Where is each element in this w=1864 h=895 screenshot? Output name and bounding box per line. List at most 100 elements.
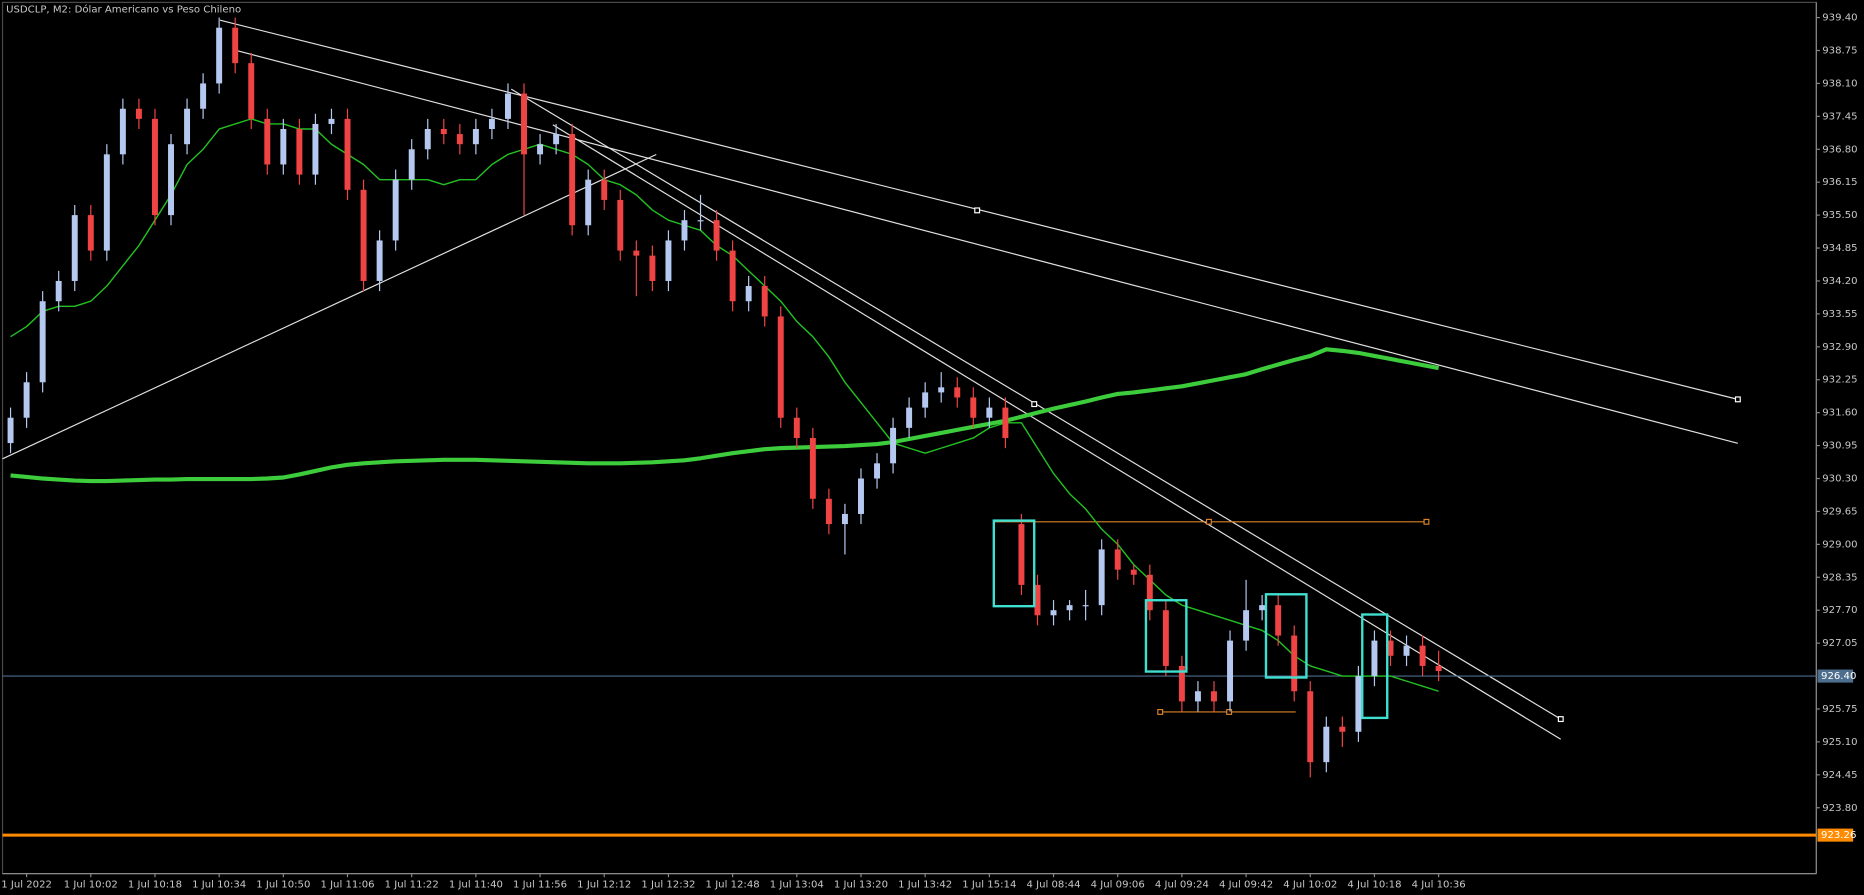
candle-body (1194, 691, 1201, 702)
candle-body (777, 316, 784, 418)
candle-body (521, 93, 527, 155)
candle-body (1339, 726, 1346, 732)
trendline (552, 124, 1562, 740)
y-tick-label: 930.95 (1822, 441, 1857, 452)
y-tick-label: 934.85 (1822, 243, 1857, 254)
y-tick-label: 927.70 (1822, 605, 1857, 616)
x-tick-label: 1 Jul 11:22 (385, 879, 439, 890)
candle-body (1403, 645, 1410, 656)
candle-body (1227, 640, 1234, 702)
candle-body (1435, 665, 1442, 671)
candle-body (1050, 610, 1057, 616)
candle-body (55, 280, 62, 302)
candle-body (1355, 676, 1362, 732)
candle-body (954, 387, 961, 398)
trendline (2, 153, 657, 460)
x-tick-label: 4 Jul 10:02 (1283, 879, 1337, 890)
candle-body (841, 513, 848, 525)
candle-body (1098, 549, 1105, 606)
candle-body (135, 108, 142, 119)
candle-body (745, 286, 752, 302)
candle-body (649, 255, 656, 281)
y-tick-label: 935.50 (1822, 210, 1857, 221)
candle-body (633, 250, 640, 256)
x-tick-label: 1 Jul 10:02 (64, 879, 118, 890)
candle-body (1082, 605, 1089, 607)
candle-body (248, 63, 255, 119)
candle-body (71, 215, 78, 281)
candle-body (585, 179, 592, 226)
price-label-box (1817, 828, 1854, 842)
y-tick-label: 936.15 (1822, 177, 1857, 188)
candle-body (392, 179, 399, 241)
x-tick-label: 4 Jul 09:42 (1219, 879, 1273, 890)
x-tick-label: 1 Jul 10:50 (256, 879, 310, 890)
candle-body (296, 129, 303, 175)
candle-body (1114, 549, 1121, 570)
y-tick-label: 932.25 (1822, 375, 1857, 386)
candle-body (1259, 605, 1266, 611)
x-tick-label: 4 Jul 09:24 (1155, 879, 1209, 890)
candle-body (825, 498, 832, 525)
candle-body (1323, 726, 1330, 763)
marks (2, 17, 1817, 837)
x-tick-label: 1 Jul 10:18 (128, 879, 182, 890)
candle-body (7, 417, 14, 444)
anchor (1557, 716, 1564, 723)
candle-body (440, 129, 447, 135)
candle-body (537, 144, 544, 155)
y-tick-label: 927.05 (1822, 638, 1857, 649)
slow-ma-line (10, 347, 1440, 484)
candle-body (119, 108, 126, 155)
x-tick-label: 4 Jul 10:36 (1412, 879, 1466, 890)
candle-body (23, 382, 30, 418)
candle-body (681, 220, 688, 241)
candle-body (1275, 605, 1282, 636)
y-tick-label: 925.75 (1822, 704, 1857, 715)
y-tick-label: 929.00 (1822, 539, 1857, 550)
highlight-box (1361, 613, 1389, 720)
candle-body (312, 123, 319, 175)
x-tick-label: 4 Jul 08:44 (1026, 879, 1080, 890)
x-tick-label: 1 Jul 2022 (1, 879, 52, 890)
candle-body (376, 240, 383, 281)
candle-body (1291, 635, 1298, 692)
candle-body (1211, 691, 1217, 702)
y-tick-label: 934.20 (1822, 276, 1857, 287)
candle-body (472, 129, 479, 145)
candle-body (970, 397, 977, 418)
candle-body (232, 27, 239, 64)
y-tick-label: 933.55 (1822, 309, 1857, 320)
y-tick-label: 937.45 (1822, 111, 1857, 122)
candle-body (505, 93, 511, 119)
candle-body (601, 179, 608, 200)
candle-body (1419, 645, 1426, 666)
candle-body (1178, 665, 1185, 702)
anchor (1031, 401, 1038, 408)
y-tick-label: 936.80 (1822, 144, 1857, 155)
candle-body (874, 463, 880, 479)
x-tick-label: 4 Jul 10:18 (1347, 879, 1401, 890)
candle-body (729, 250, 736, 302)
candle-body (39, 301, 46, 383)
highlight-box (1144, 599, 1188, 673)
trendline (234, 49, 1739, 444)
chart-title: USDCLP, M2: Dólar Americano vs Peso Chil… (6, 4, 241, 16)
candle-body (986, 407, 993, 418)
candle-body (1034, 584, 1041, 616)
candle-body (264, 118, 271, 165)
y-tick-label: 924.45 (1822, 770, 1857, 781)
candle-body (1243, 610, 1250, 641)
y-tick-label: 925.10 (1822, 737, 1857, 748)
candle-body (793, 417, 800, 438)
candle-body (360, 189, 367, 281)
x-tick-label: 1 Jul 11:56 (513, 879, 567, 890)
candle-body (761, 286, 768, 317)
drawings (2, 19, 1741, 740)
candle-body (697, 220, 704, 222)
x-tick-label: 1 Jul 13:04 (770, 879, 824, 890)
highlight-box (1264, 593, 1308, 679)
y-tick-label: 930.30 (1822, 474, 1857, 485)
